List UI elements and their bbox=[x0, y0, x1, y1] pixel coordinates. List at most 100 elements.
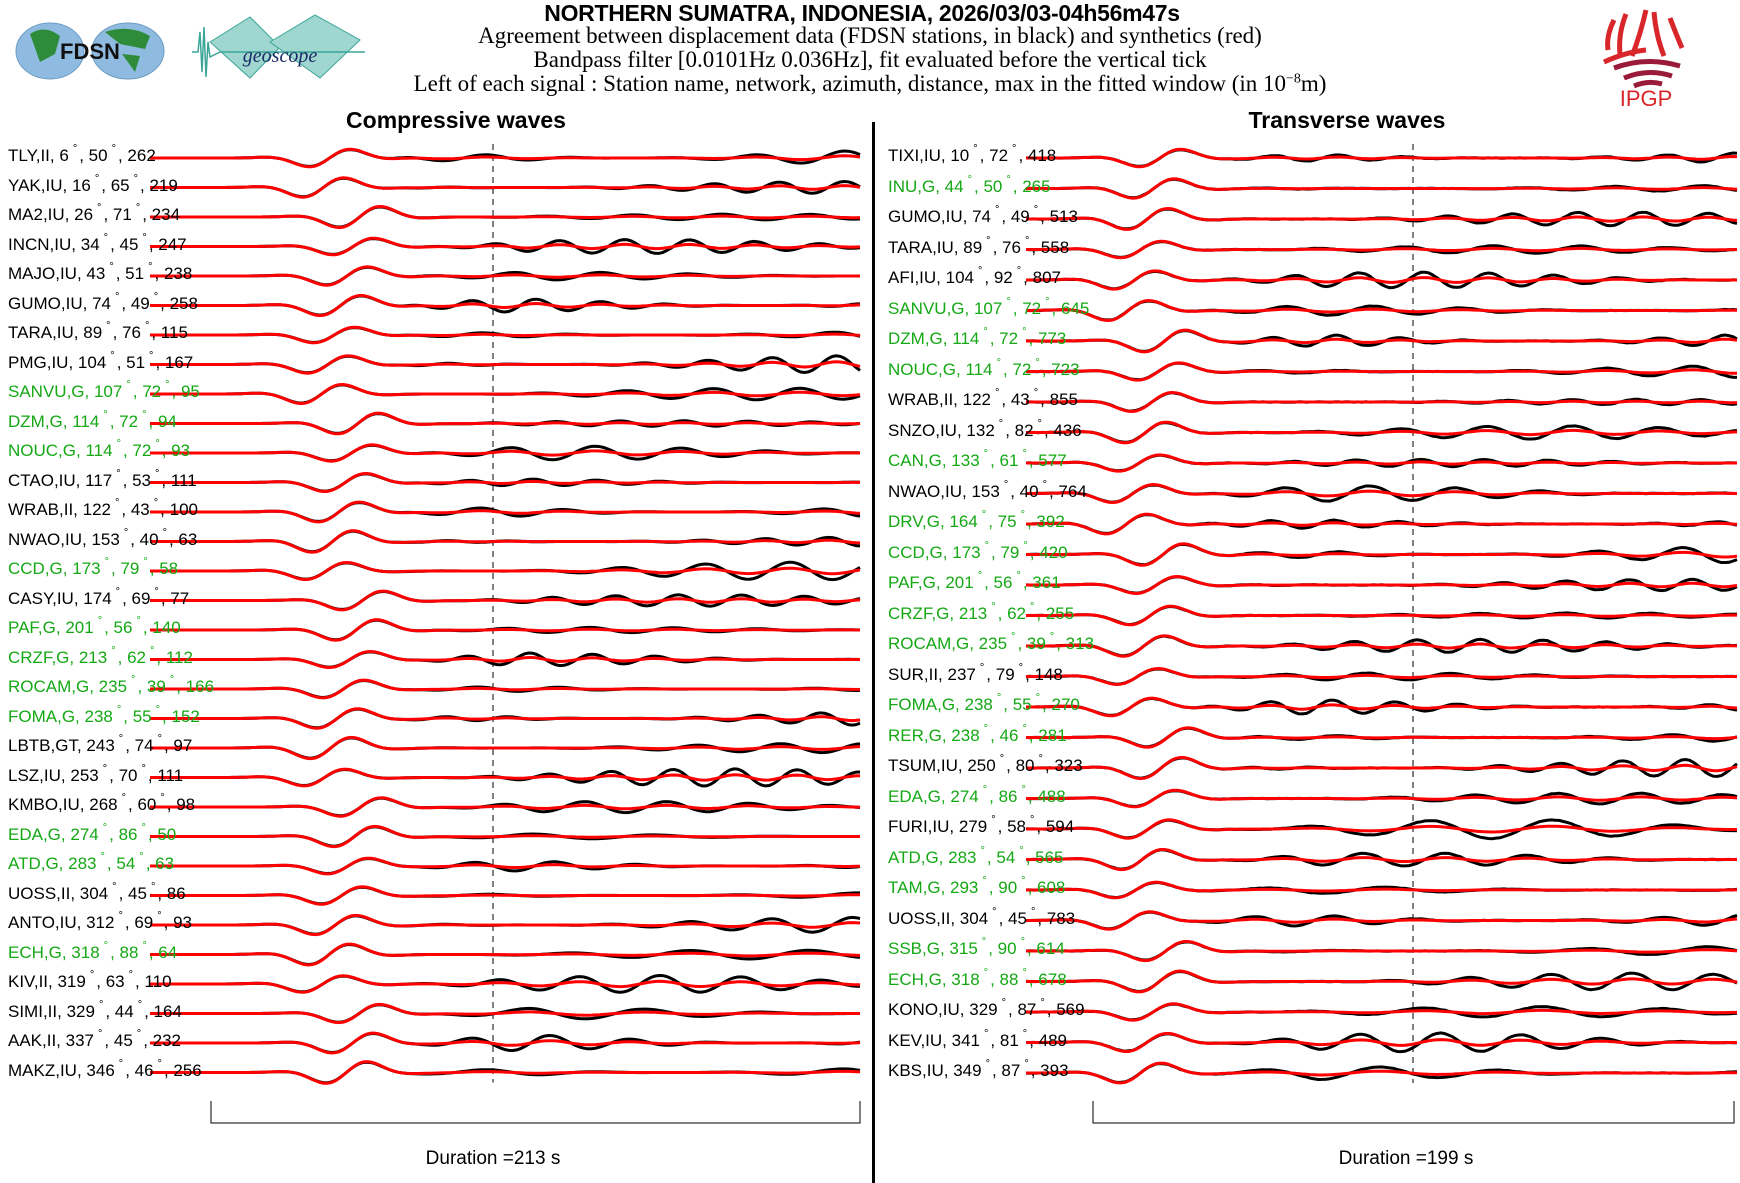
degree-symbol: ° bbox=[149, 349, 154, 362]
station-label: WRAB,II, 122 °, 43 °, 100 bbox=[8, 497, 198, 520]
distance: , 46 bbox=[125, 1060, 154, 1080]
station-label: KMBO,IU, 268 °, 60 °, 98 bbox=[8, 792, 195, 815]
station-name: MAJO,IU, bbox=[8, 264, 87, 283]
azimuth: 238 bbox=[84, 706, 113, 726]
azimuth: 243 bbox=[86, 736, 115, 755]
synthetic-trace bbox=[150, 265, 860, 287]
distance: , 39 bbox=[137, 677, 166, 696]
distance: , 69 bbox=[122, 588, 151, 608]
distance: , 51 bbox=[115, 264, 145, 283]
distance: , 56 bbox=[104, 618, 133, 637]
azimuth: 122 bbox=[82, 500, 111, 519]
station-label: TARA,IU, 89 °, 76 °, 115 bbox=[8, 320, 188, 343]
station-label: TSUM,IU, 250 °, 80 °, 323 bbox=[888, 753, 1083, 776]
distance: , 72 bbox=[109, 411, 139, 431]
max-amplitude: , 58 bbox=[149, 559, 179, 578]
degree-symbol: ° bbox=[986, 234, 991, 247]
station-name: UOSS,II, bbox=[888, 908, 960, 928]
max-amplitude: , 313 bbox=[1056, 634, 1095, 653]
azimuth: 44 bbox=[944, 176, 964, 196]
distance: , 86 bbox=[989, 786, 1018, 806]
station-name: MA2,IU, bbox=[8, 205, 75, 224]
azimuth: 114 bbox=[952, 329, 980, 348]
max-amplitude: , 164 bbox=[144, 1001, 182, 1021]
azimuth: 293 bbox=[950, 878, 979, 897]
distance: , 76 bbox=[992, 237, 1021, 257]
max-amplitude: , 723 bbox=[1041, 359, 1080, 379]
station-name: ECH,G, bbox=[8, 942, 72, 962]
station-label: DZM,G, 114 °, 72 °, 94 bbox=[8, 409, 177, 432]
station-name: CRZF,G, bbox=[888, 603, 959, 623]
degree-symbol: ° bbox=[131, 674, 136, 686]
distance: , 74 bbox=[125, 736, 154, 755]
station-label: MAJO,IU, 43 °, 51 °, 238 bbox=[8, 261, 192, 284]
station-name: TAM,G, bbox=[888, 878, 951, 897]
degree-symbol: ° bbox=[983, 326, 988, 338]
azimuth: 122 bbox=[962, 390, 991, 409]
degree-symbol: ° bbox=[1006, 295, 1011, 308]
synthetic-trace bbox=[1026, 239, 1738, 260]
station-name: SNZO,IU, bbox=[888, 420, 967, 440]
distance: , 39 bbox=[1017, 634, 1046, 653]
station-name: AAK,II, bbox=[8, 1031, 66, 1050]
degree-symbol: ° bbox=[983, 448, 989, 460]
fdsn-logo: FDSN bbox=[10, 14, 170, 89]
degree-symbol: ° bbox=[1024, 234, 1030, 247]
station-name: PAF,G, bbox=[888, 573, 946, 592]
station-label: TLY,II, 6 °, 50 °, 262 bbox=[8, 143, 156, 166]
station-label: SANVU,G, 107 °, 72 °, 95 bbox=[8, 379, 200, 402]
degree-symbol: ° bbox=[135, 202, 141, 214]
degree-symbol: ° bbox=[148, 261, 153, 273]
distance: , 75 bbox=[988, 512, 1017, 531]
distance: , 58 bbox=[997, 817, 1026, 836]
synthetic-trace bbox=[1026, 788, 1738, 809]
distance: , 88 bbox=[110, 942, 139, 962]
station-label: NOUC,G, 114 °, 72 °, 723 bbox=[888, 357, 1080, 380]
station-label: ROCAM,G, 235 °, 39 °, 313 bbox=[888, 631, 1095, 654]
azimuth: 318 bbox=[71, 942, 100, 962]
azimuth: 283 bbox=[948, 847, 977, 867]
compressive-duration: Duration =213 s bbox=[425, 1148, 561, 1169]
degree-symbol: ° bbox=[128, 969, 134, 981]
synthetic-trace bbox=[1026, 634, 1738, 658]
transverse-title: Transverse waves bbox=[1248, 107, 1446, 133]
distance: , 53 bbox=[122, 470, 152, 490]
station-name: GUMO,IU, bbox=[888, 207, 973, 226]
station-name: WRAB,II, bbox=[888, 390, 963, 409]
station-label: KONO,IU, 329 °, 87 °, 569 bbox=[888, 997, 1085, 1020]
synthetic-trace bbox=[150, 618, 860, 642]
max-amplitude: , 645 bbox=[1051, 298, 1090, 318]
azimuth: 153 bbox=[971, 481, 1000, 501]
station-name: KIV,II, bbox=[8, 972, 58, 991]
degree-symbol: ° bbox=[1029, 814, 1035, 826]
synthetic-trace bbox=[150, 204, 861, 230]
degree-symbol: ° bbox=[983, 722, 989, 735]
station-name: YAK,IU, bbox=[8, 175, 72, 195]
station-label: CCD,G, 173 °, 79 °, 58 bbox=[8, 556, 179, 579]
station-name: LBTB,GT, bbox=[8, 736, 87, 755]
degree-symbol: ° bbox=[1042, 478, 1047, 491]
station-label: SIMI,II, 329 °, 44 °, 164 bbox=[8, 999, 182, 1022]
station-label: CTAO,IU, 117 °, 53 °, 111 bbox=[8, 468, 197, 491]
degree-symbol: ° bbox=[109, 261, 114, 273]
degree-symbol: ° bbox=[999, 753, 1005, 765]
degree-symbol: ° bbox=[165, 379, 170, 391]
degree-symbol: ° bbox=[118, 1057, 124, 1070]
station-label: INU,G, 44 °, 50 °, 265 bbox=[888, 174, 1051, 197]
station-label: UOSS,II, 304 °, 45 °, 86 bbox=[8, 881, 186, 904]
degree-symbol: ° bbox=[106, 320, 111, 332]
degree-symbol: ° bbox=[89, 969, 95, 981]
distance: , 50 bbox=[79, 146, 108, 165]
synthetic-trace bbox=[150, 707, 861, 730]
synthetic-trace bbox=[150, 796, 860, 818]
max-amplitude: , 608 bbox=[1027, 878, 1066, 897]
degree-symbol: ° bbox=[992, 905, 997, 918]
degree-symbol: ° bbox=[111, 143, 116, 155]
distance: , 72 bbox=[132, 382, 162, 401]
max-amplitude: , 97 bbox=[163, 736, 193, 755]
azimuth: 201 bbox=[945, 573, 974, 592]
station-name: FOMA,G, bbox=[8, 706, 85, 726]
max-amplitude: , 281 bbox=[1028, 725, 1067, 745]
degree-symbol: ° bbox=[977, 570, 983, 582]
distance: , 56 bbox=[984, 573, 1013, 592]
